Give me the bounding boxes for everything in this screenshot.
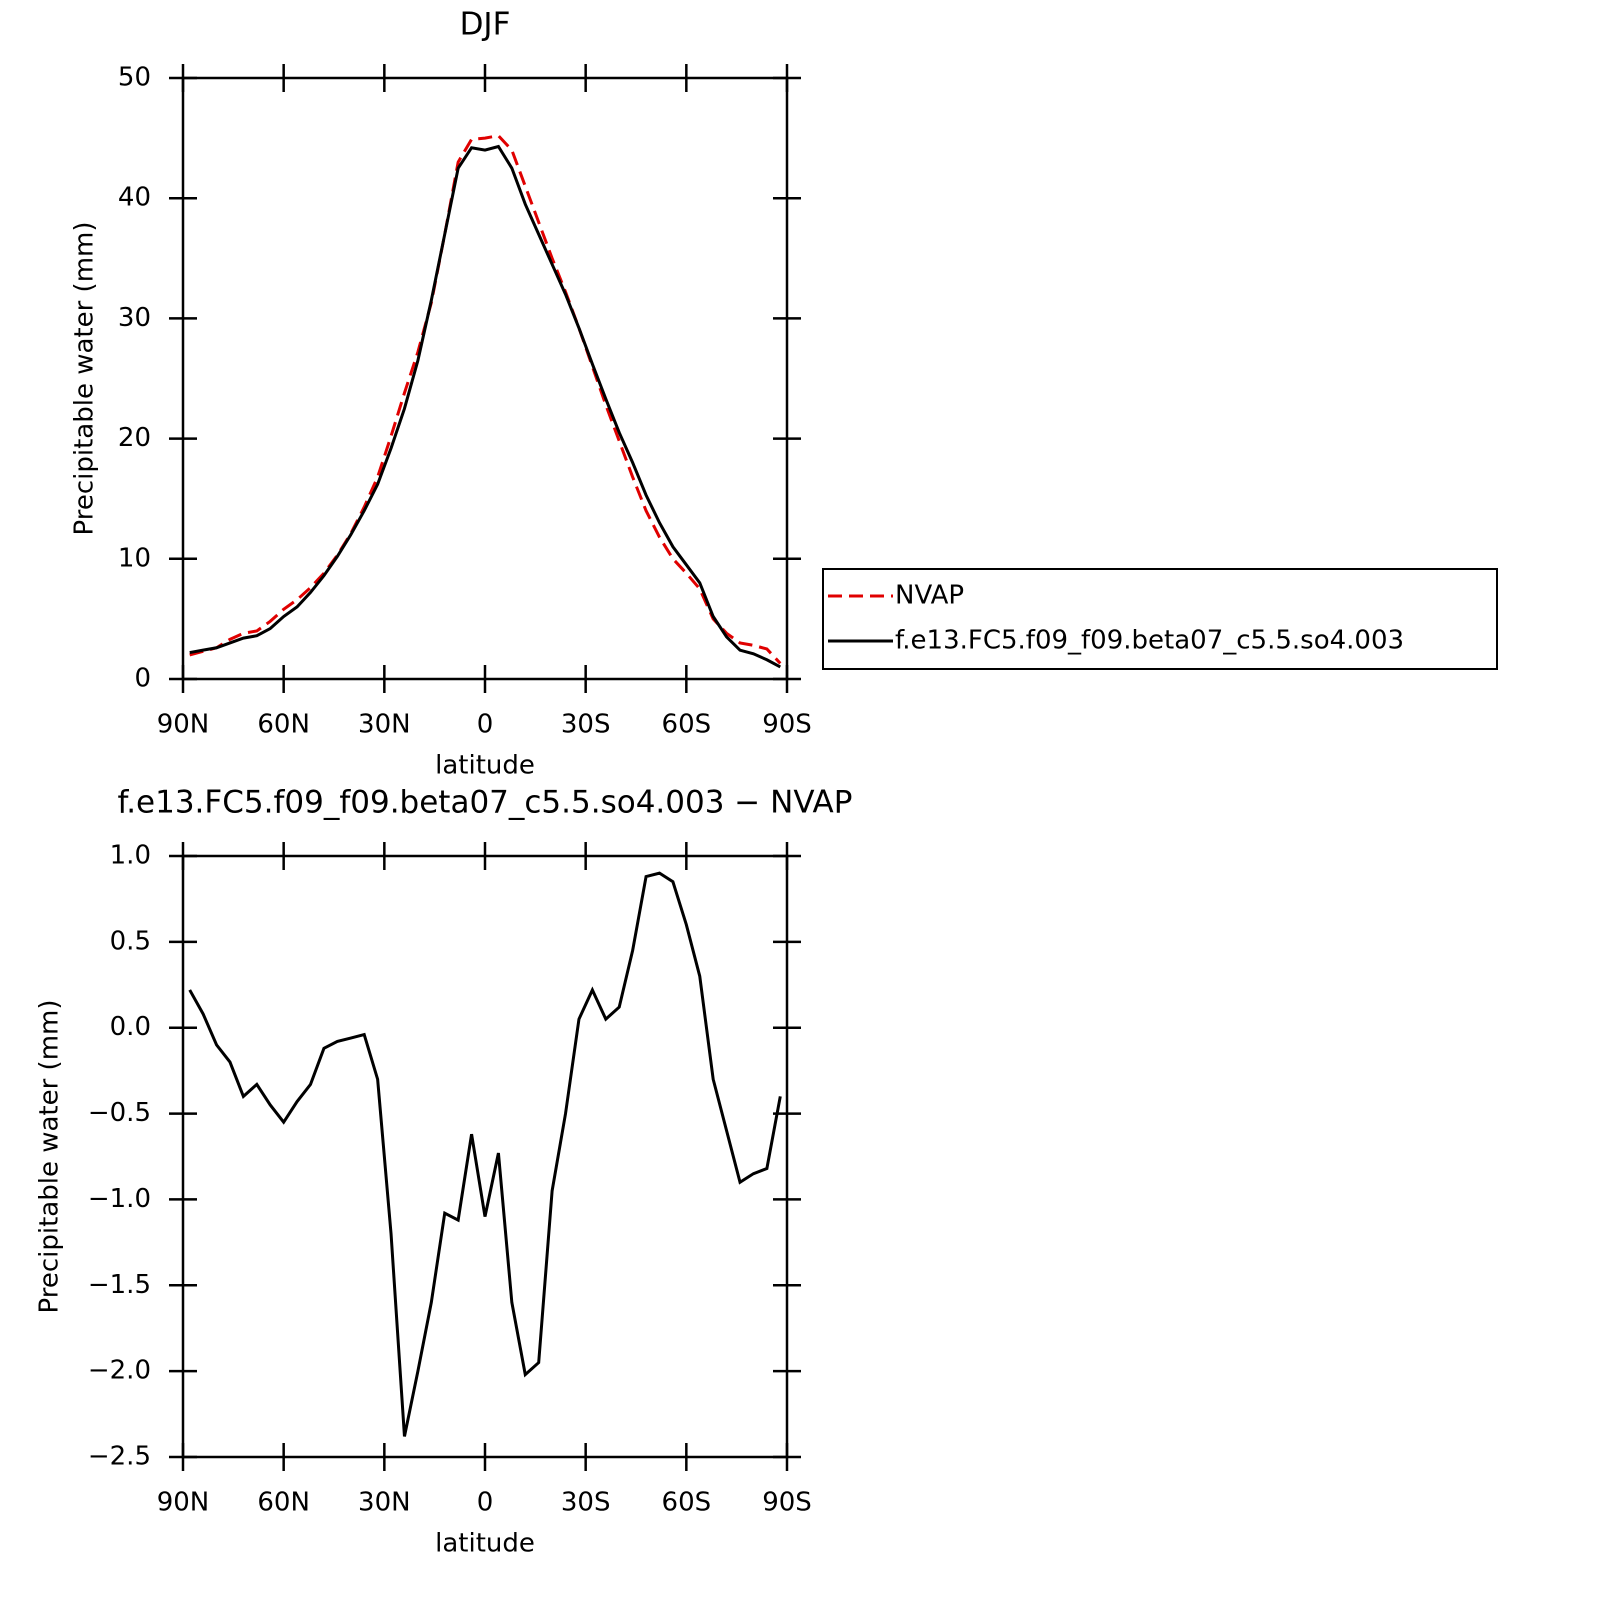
x-tick-label: 90N — [157, 710, 210, 740]
x-tick-label: 30S — [561, 1488, 611, 1518]
y-tick-label: −2.0 — [88, 1356, 151, 1386]
y-tick-label: 0.5 — [110, 926, 151, 956]
x-tick-label: 90N — [157, 1488, 210, 1518]
y-axis-label: Precipitable water (mm) — [70, 222, 100, 536]
y-tick-label: 50 — [118, 63, 151, 93]
y-tick-label: −2.5 — [88, 1442, 151, 1472]
chart-title: f.e13.FC5.f09_f09.beta07_c5.5.so4.003 − … — [118, 785, 853, 821]
x-axis-label: latitude — [435, 751, 535, 781]
y-axis-label: Precipitable water (mm) — [35, 1000, 65, 1314]
y-tick-label: −0.5 — [88, 1098, 151, 1128]
legend-box — [822, 568, 1498, 670]
y-tick-label: 0 — [134, 664, 151, 694]
x-tick-label: 90S — [762, 1488, 812, 1518]
data-line — [189, 144, 781, 669]
x-tick-label: 60S — [662, 1488, 712, 1518]
plot-frame — [181, 76, 789, 681]
x-tick-label: 0 — [477, 1488, 494, 1518]
x-tick-label: 30S — [561, 710, 611, 740]
x-tick-label: 60S — [662, 710, 712, 740]
x-tick-label: 0 — [477, 710, 494, 740]
y-tick-label: 40 — [118, 183, 151, 213]
y-tick-label: 0.0 — [110, 1012, 151, 1042]
y-tick-label: 30 — [118, 303, 151, 333]
y-tick-label: 20 — [118, 423, 151, 453]
y-tick-label: 10 — [118, 543, 151, 573]
x-axis-label: latitude — [435, 1529, 535, 1559]
x-tick-label: 60N — [257, 710, 310, 740]
y-tick-label: −1.5 — [88, 1270, 151, 1300]
plot-frame — [181, 854, 789, 1459]
x-tick-label: 60N — [257, 1488, 310, 1518]
legend-label: NVAP — [895, 581, 964, 611]
legend-label: f.e13.FC5.f09_f09.beta07_c5.5.so4.003 — [895, 626, 1404, 656]
x-tick-label: 30N — [358, 710, 411, 740]
y-tick-label: −1.0 — [88, 1184, 151, 1214]
x-tick-label: 90S — [762, 710, 812, 740]
data-line — [188, 871, 782, 1437]
data-line — [189, 134, 782, 665]
y-tick-label: 1.0 — [110, 841, 151, 871]
chart-title: DJF — [460, 7, 511, 43]
x-tick-label: 30N — [358, 1488, 411, 1518]
